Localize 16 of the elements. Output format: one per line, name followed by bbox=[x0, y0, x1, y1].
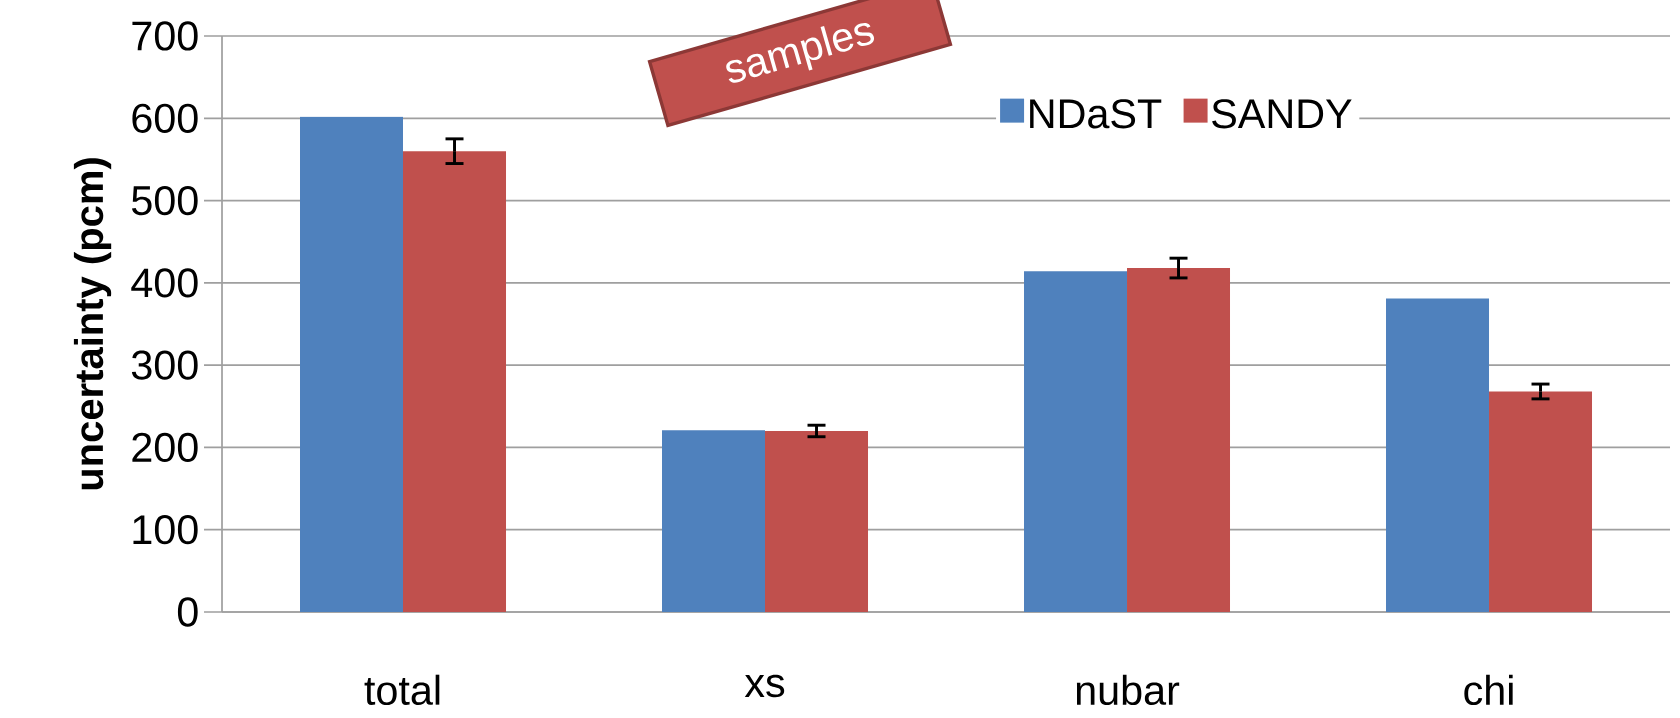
x-tick-label: total bbox=[364, 674, 440, 706]
y-tick-label: 200 bbox=[132, 432, 198, 463]
legend-label: NDaST bbox=[1030, 99, 1162, 129]
y-tick-label: 700 bbox=[132, 21, 198, 51]
y-tick-label: 300 bbox=[131, 350, 198, 380]
y-tick-label: 600 bbox=[132, 103, 198, 133]
x-tick-label: chi bbox=[1464, 674, 1513, 706]
legend-label: SANDY bbox=[1212, 99, 1352, 129]
y-tick-label: 400 bbox=[131, 268, 198, 298]
y-tick-label: 500 bbox=[131, 185, 198, 216]
annotation: samples bbox=[726, 22, 875, 83]
y-axis-title: uncertainty (pcm) bbox=[73, 158, 112, 490]
x-tick-label: nubar bbox=[1076, 674, 1180, 706]
x-tick-label: xs bbox=[744, 674, 785, 698]
y-tick-label: 0 bbox=[177, 597, 198, 627]
y-tick-label: 100 bbox=[133, 515, 198, 545]
